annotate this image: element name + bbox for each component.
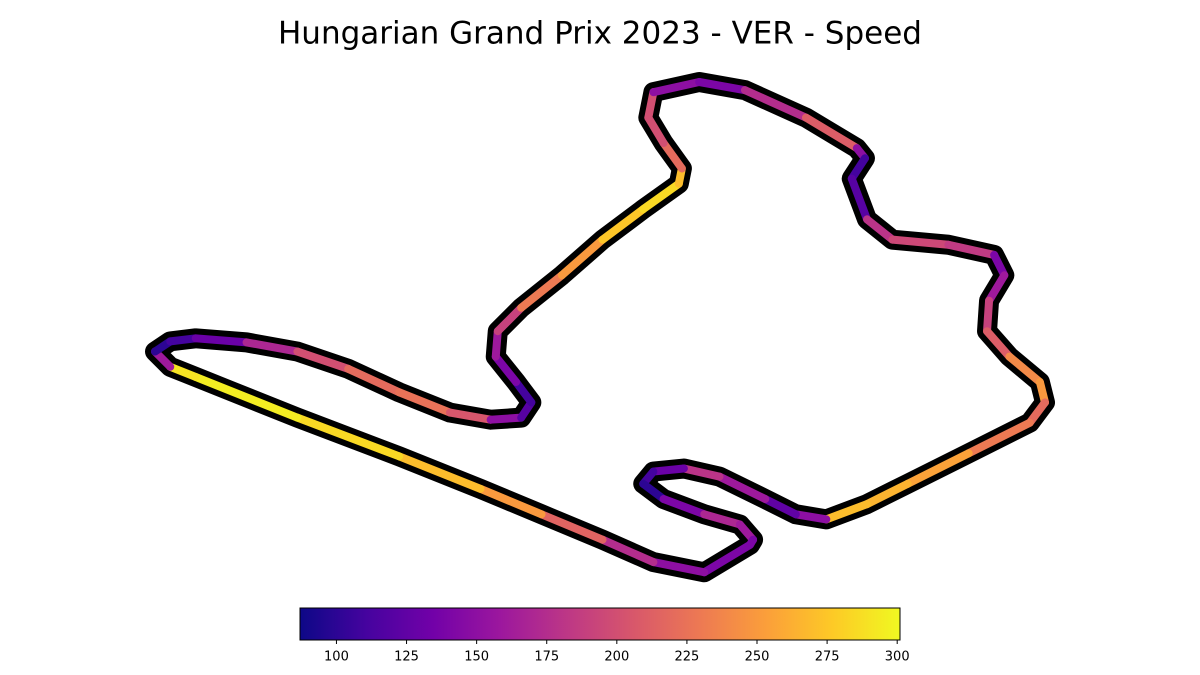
speed-segment	[740, 86, 810, 122]
speed-segment	[888, 235, 953, 249]
speed-segment	[512, 378, 536, 407]
speed-segment	[679, 464, 724, 481]
chart-title: Hungarian Grand Prix 2023 - VER - Speed	[278, 16, 922, 52]
colorbar-tick-label: 275	[815, 650, 840, 665]
speed-segment	[191, 334, 251, 347]
speed-segment	[445, 408, 495, 424]
speed-segment	[639, 479, 668, 504]
track-outline	[145, 72, 1055, 583]
speed-segment	[903, 449, 973, 488]
colorbar-tick-label: 150	[464, 650, 489, 665]
colorbar-tick-label: 300	[885, 650, 910, 665]
speed-segment	[644, 113, 668, 148]
speed-segment	[695, 78, 749, 95]
speed-segment	[557, 235, 607, 280]
colorbar-tick-label: 250	[745, 650, 770, 665]
speed-segment	[983, 327, 1014, 361]
speed-segment	[791, 510, 831, 524]
speed-segment	[491, 327, 502, 361]
speed-segment	[491, 352, 521, 387]
speed-segment	[395, 452, 485, 493]
speed-segment	[344, 364, 404, 397]
speed-segment	[985, 271, 1009, 305]
speed-segment	[944, 240, 999, 259]
speed-segment	[493, 303, 526, 336]
speed-segment	[863, 215, 897, 244]
speed-segment	[983, 296, 994, 336]
speed-segment	[700, 540, 755, 577]
speed-segment	[964, 418, 1034, 458]
speed-segment	[598, 205, 648, 244]
speed-segment	[847, 154, 869, 183]
speed-segment	[761, 495, 800, 519]
speed-segment	[649, 464, 688, 476]
speed-segment	[476, 484, 546, 519]
colorbar	[299, 607, 901, 641]
speed-segment	[1005, 352, 1044, 387]
speed-segment	[659, 495, 709, 519]
speed-segment	[598, 535, 658, 567]
speed-segment	[166, 334, 200, 346]
colorbar-tick-label: 125	[394, 650, 419, 665]
speed-segment	[644, 88, 658, 122]
colorbar-tick-label: 100	[324, 650, 349, 665]
speed-segment	[746, 535, 758, 549]
colorbar-tick-label: 175	[534, 650, 559, 665]
speed-segment	[847, 174, 871, 224]
speed-segment	[700, 510, 744, 529]
speed-segment	[863, 479, 912, 509]
speed-segment	[801, 113, 861, 153]
speed-segment	[822, 500, 871, 524]
speed-segment	[649, 558, 709, 577]
speed-segment	[166, 362, 200, 381]
colorbar-tick-label: 225	[675, 650, 700, 665]
speed-segment	[659, 139, 686, 173]
speed-segment	[649, 78, 704, 97]
speed-segment	[293, 413, 404, 461]
speed-segment	[639, 179, 683, 214]
speed-segment	[537, 510, 607, 544]
speed-segment	[715, 472, 770, 504]
speed-segment	[242, 338, 302, 356]
speed-segment	[395, 388, 454, 417]
speed-segment	[191, 372, 302, 422]
speed-segment	[293, 347, 353, 373]
speed-segment	[1025, 398, 1049, 427]
colorbar-tick-label: 200	[604, 650, 629, 665]
speed-segment	[486, 413, 526, 424]
speed-segment	[517, 271, 566, 312]
